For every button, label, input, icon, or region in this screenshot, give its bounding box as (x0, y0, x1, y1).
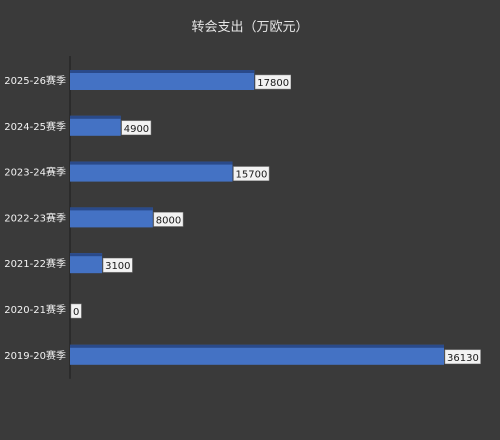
bar-top-edge (70, 253, 103, 257)
category-label: 2024-25赛季 (4, 120, 66, 133)
value-label: 17800 (257, 78, 289, 89)
category-label: 2022-23赛季 (4, 211, 66, 224)
value-label-box (121, 120, 152, 136)
category-label: 2021-22赛季 (4, 257, 66, 270)
value-label-box (70, 303, 82, 319)
bar (70, 253, 103, 274)
bar-top-edge (70, 161, 233, 165)
bar-top-edge (70, 344, 444, 348)
value-label-box (153, 212, 184, 227)
bar (70, 70, 255, 90)
category-label: 2025-26赛季 (4, 74, 66, 87)
category-label: 2023-24赛季 (4, 166, 66, 179)
bar (70, 115, 121, 136)
value-label: 15700 (236, 170, 268, 181)
value-label-box (255, 74, 292, 90)
value-label: 4900 (124, 124, 149, 135)
bar-top-edge (70, 70, 255, 73)
value-label: 36130 (447, 353, 479, 364)
bar (70, 161, 233, 182)
bar (70, 344, 444, 365)
value-label: 0 (73, 307, 79, 318)
value-label: 8000 (156, 215, 181, 226)
chart-title: 转会支出（万欧元） (191, 20, 308, 35)
category-label: 2019-20赛季 (4, 349, 66, 362)
bar (70, 207, 153, 228)
value-label-box (233, 166, 270, 181)
bars-layer: 2025-26赛季 17800 2024-25赛季 4900 2023-24赛季 1570… (4, 70, 481, 365)
value-label-box (102, 257, 133, 273)
bar-top-edge (70, 115, 121, 119)
value-label-box (444, 349, 481, 365)
bar-top-edge (70, 207, 153, 211)
value-label: 3100 (105, 261, 130, 272)
category-label: 2020-21赛季 (4, 303, 66, 316)
